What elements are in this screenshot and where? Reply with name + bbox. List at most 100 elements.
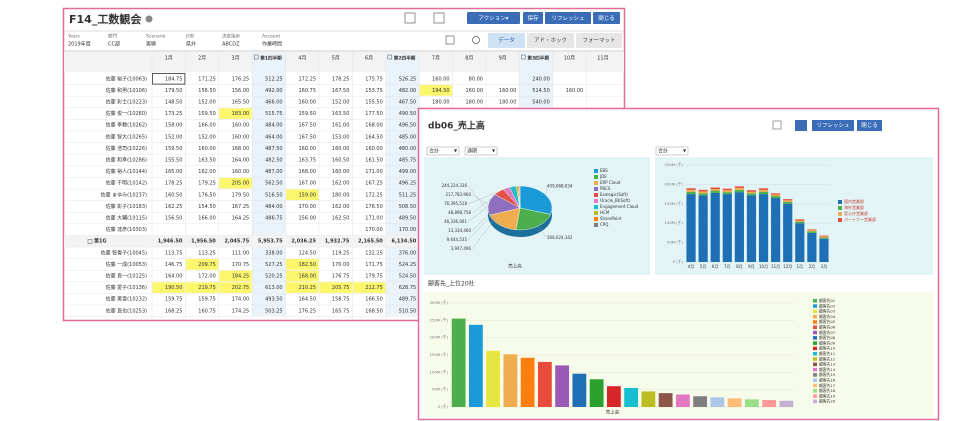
cell: 202.75 — [232, 285, 250, 291]
toolbar-button[interactable] — [593, 12, 620, 24]
bar — [520, 357, 535, 407]
toolbar-icon[interactable] — [772, 120, 782, 130]
button-label: リフレッシュ — [816, 122, 849, 129]
dropdown[interactable] — [464, 146, 498, 156]
toolbar-button[interactable] — [857, 120, 882, 131]
bar — [744, 399, 759, 407]
cell: 160.00 — [566, 88, 584, 94]
cell: 514.50 — [532, 88, 550, 94]
highlight — [219, 108, 252, 119]
toolbar-button[interactable] — [812, 120, 854, 131]
toolbar-button[interactable] — [523, 12, 543, 24]
bar-segment — [698, 189, 708, 192]
cell: 162.50 — [332, 216, 350, 222]
cell: 482.50 — [265, 158, 283, 164]
highlight — [219, 270, 252, 282]
cell: 467.50 — [399, 100, 417, 106]
cell: 2,045.75 — [225, 239, 250, 245]
row-header: 佐藤 まゆみ(10237) — [101, 191, 147, 198]
cell: 174.00 — [232, 297, 250, 303]
collapse-icon[interactable] — [387, 54, 393, 60]
pov-label: Scenario — [146, 34, 166, 40]
cell: 613.00 — [265, 285, 283, 291]
info-icon[interactable] — [145, 15, 153, 23]
cell: 503.25 — [265, 308, 283, 314]
cell: 161.00 — [332, 123, 350, 129]
collapse-icon[interactable] — [253, 54, 259, 60]
toolbar-icon[interactable] — [404, 12, 416, 24]
row-header: 佐藤 幸教(10262) — [106, 122, 147, 129]
legend-label: 国内営業部 — [844, 198, 864, 204]
button-label: 閉じる — [861, 122, 878, 129]
legend-label: 顧客先08 — [819, 335, 836, 340]
bar-segment — [710, 187, 720, 190]
highlight — [219, 282, 252, 293]
chart-panel — [655, 157, 933, 275]
legend-label: 顧客先01 — [819, 298, 836, 303]
cell: 484.00 — [265, 123, 283, 129]
bar — [624, 387, 639, 407]
legend-label: 顧客先02 — [819, 303, 836, 308]
dropdown[interactable] — [426, 146, 460, 156]
data-label: 46,336,061 — [444, 219, 467, 224]
legend-label: Exalogic(Soft) — [600, 192, 628, 197]
x-axis-label: 売上高 — [508, 263, 522, 270]
cell: 167.25 — [365, 181, 383, 187]
tab[interactable] — [576, 33, 622, 48]
bar-segment — [819, 238, 829, 262]
pov-label: 部門 — [108, 33, 117, 40]
x-tick-label: 12月 — [783, 264, 792, 269]
dropdown[interactable] — [655, 146, 689, 156]
cell: 5,953.75 — [258, 239, 283, 245]
legend-label: 顧客先20 — [819, 399, 836, 404]
cell: 164.25 — [232, 216, 250, 222]
legend-swatch — [813, 325, 817, 329]
bar-segment — [686, 188, 696, 190]
cell: 162.00 — [198, 169, 216, 175]
cell: 156.50 — [198, 88, 216, 94]
collapse-icon[interactable] — [87, 239, 93, 244]
bar-segment — [722, 192, 732, 195]
bar — [710, 397, 725, 407]
bar-segment — [722, 188, 732, 191]
cell: 166.50 — [365, 297, 383, 303]
cell: 240.00 — [532, 76, 550, 82]
row-header: 佐藤 裕子(10063) — [106, 75, 147, 82]
cell: 493.50 — [265, 297, 283, 303]
x-tick-label: 1月 — [797, 264, 804, 269]
cell: 179.50 — [232, 192, 250, 198]
column-header: 第2四半期 — [394, 55, 416, 62]
settings-icon[interactable] — [472, 36, 480, 44]
cell: 160.00 — [365, 146, 383, 152]
y-tick-label: 250M (千) — [665, 162, 684, 167]
cell: 176.75 — [332, 274, 350, 280]
legend-label: JDE — [599, 174, 607, 179]
cell: 132.25 — [365, 250, 383, 256]
legend-swatch — [813, 346, 817, 351]
cell: 171.25 — [198, 76, 216, 82]
legend-swatch — [813, 389, 817, 393]
cell: 124.50 — [299, 250, 317, 256]
toolbar-button[interactable] — [545, 12, 591, 24]
legend-label: 顧客先14 — [819, 367, 836, 372]
edit-button[interactable] — [795, 120, 807, 131]
cell: 338.00 — [265, 250, 283, 256]
toolbar-icon[interactable] — [433, 12, 445, 24]
cell: 162.25 — [165, 204, 183, 210]
cell: 205.75 — [332, 285, 350, 291]
row-header: 佐藤 和幸(10286) — [106, 157, 147, 164]
tab[interactable] — [527, 33, 574, 48]
bar-segment — [795, 220, 805, 222]
edit-icon[interactable] — [445, 35, 455, 45]
legend-label: SharePoint — [600, 216, 622, 221]
legend-swatch — [813, 341, 817, 345]
tab[interactable] — [488, 33, 525, 48]
legend-swatch — [813, 378, 817, 382]
collapse-icon[interactable] — [521, 54, 526, 60]
highlight — [286, 259, 319, 270]
cell: 155.50 — [365, 100, 383, 106]
cell: 158.00 — [165, 123, 183, 129]
legend-swatch — [594, 199, 598, 203]
toolbar-button[interactable] — [467, 12, 520, 24]
